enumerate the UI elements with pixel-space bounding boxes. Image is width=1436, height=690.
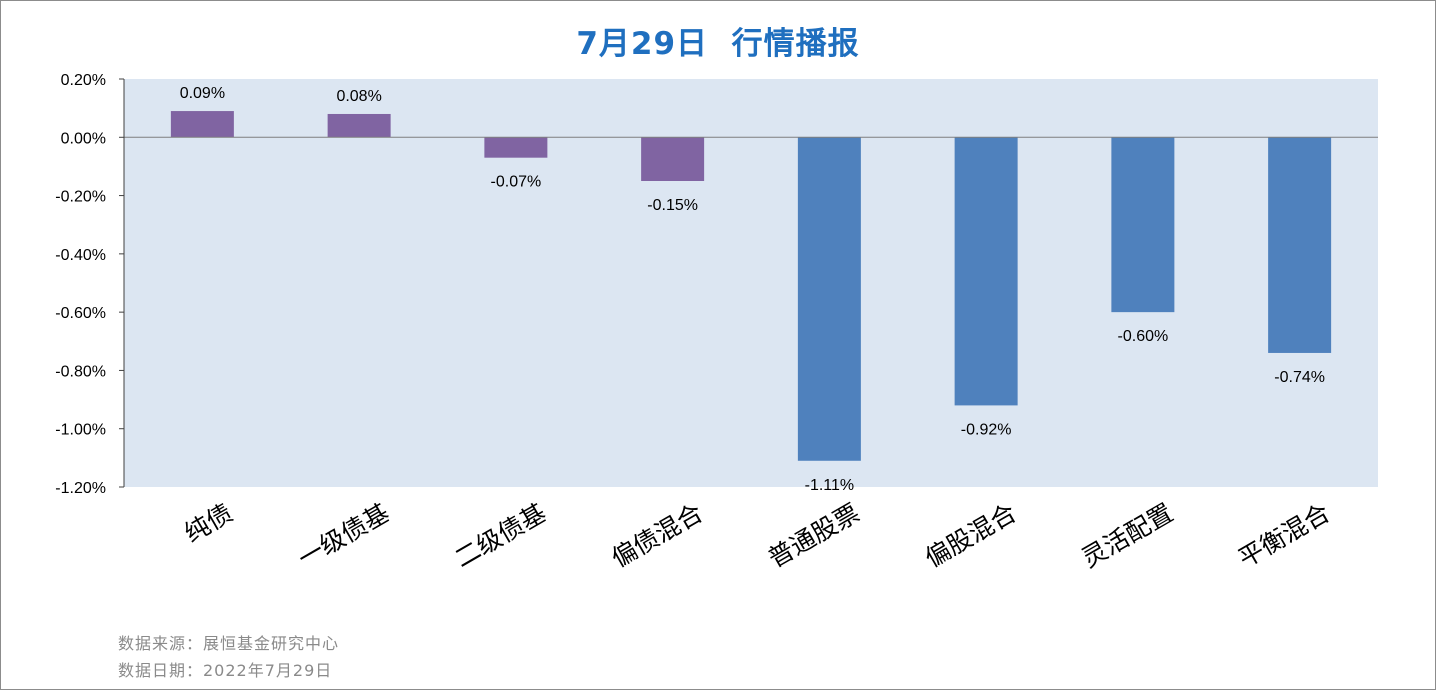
x-tick-label: 纯债 [180, 498, 238, 548]
x-tick-label: 二级债基 [450, 498, 551, 573]
data-label: -0.74% [1274, 369, 1325, 386]
data-labels: 0.09% 0.08% -0.07% -0.15% -1.11% -0.92% -0.60%… [180, 85, 1325, 494]
y-axis-ticks: 0.20% 0.00% -0.20% -0.40% -0.60% -0.80% -1.00%… [55, 72, 124, 497]
x-tick-label: 偏债混合 [607, 498, 708, 573]
y-tick-label: -0.80% [55, 363, 106, 380]
bar [954, 137, 1018, 406]
chart-title: 7月29日 行情播报 [576, 26, 860, 62]
data-label: 0.08% [336, 88, 381, 105]
y-tick-label: 0.00% [61, 130, 106, 147]
data-label: -0.15% [647, 197, 698, 214]
y-tick-label: -1.20% [55, 480, 106, 497]
bar [1268, 137, 1332, 353]
x-tick-label: 普通股票 [763, 498, 864, 573]
bar [484, 137, 548, 158]
data-label: -0.92% [961, 421, 1012, 438]
data-label: -0.07% [491, 174, 542, 191]
plot-area [124, 79, 1378, 487]
x-axis-labels: 纯债 一级债基 二级债基 偏债混合 普通股票 偏股混合 灵活配置 平衡混合 [180, 498, 1335, 573]
data-label: 0.09% [180, 85, 225, 102]
bar [1111, 137, 1175, 313]
y-tick-label: -0.40% [55, 247, 106, 264]
x-tick-label: 偏股混合 [920, 498, 1021, 573]
data-date-note: 数据日期：2022年7月29日 [118, 661, 333, 680]
y-tick-label: 0.20% [61, 72, 106, 89]
bars [170, 111, 1332, 461]
bar [641, 137, 705, 181]
x-tick-label: 灵活配置 [1077, 498, 1178, 573]
bar [797, 137, 861, 461]
bar [170, 111, 234, 138]
y-tick-label: -0.60% [55, 305, 106, 322]
y-tick-label: -1.00% [55, 422, 106, 439]
y-tick-label: -0.20% [55, 189, 106, 206]
data-label: -0.60% [1118, 328, 1169, 345]
x-tick-label: 平衡混合 [1234, 498, 1335, 573]
data-source-note: 数据来源：展恒基金研究中心 [118, 634, 340, 653]
x-tick-label: 一级债基 [293, 498, 394, 573]
data-label: -1.11% [805, 477, 855, 494]
bar [327, 113, 391, 138]
